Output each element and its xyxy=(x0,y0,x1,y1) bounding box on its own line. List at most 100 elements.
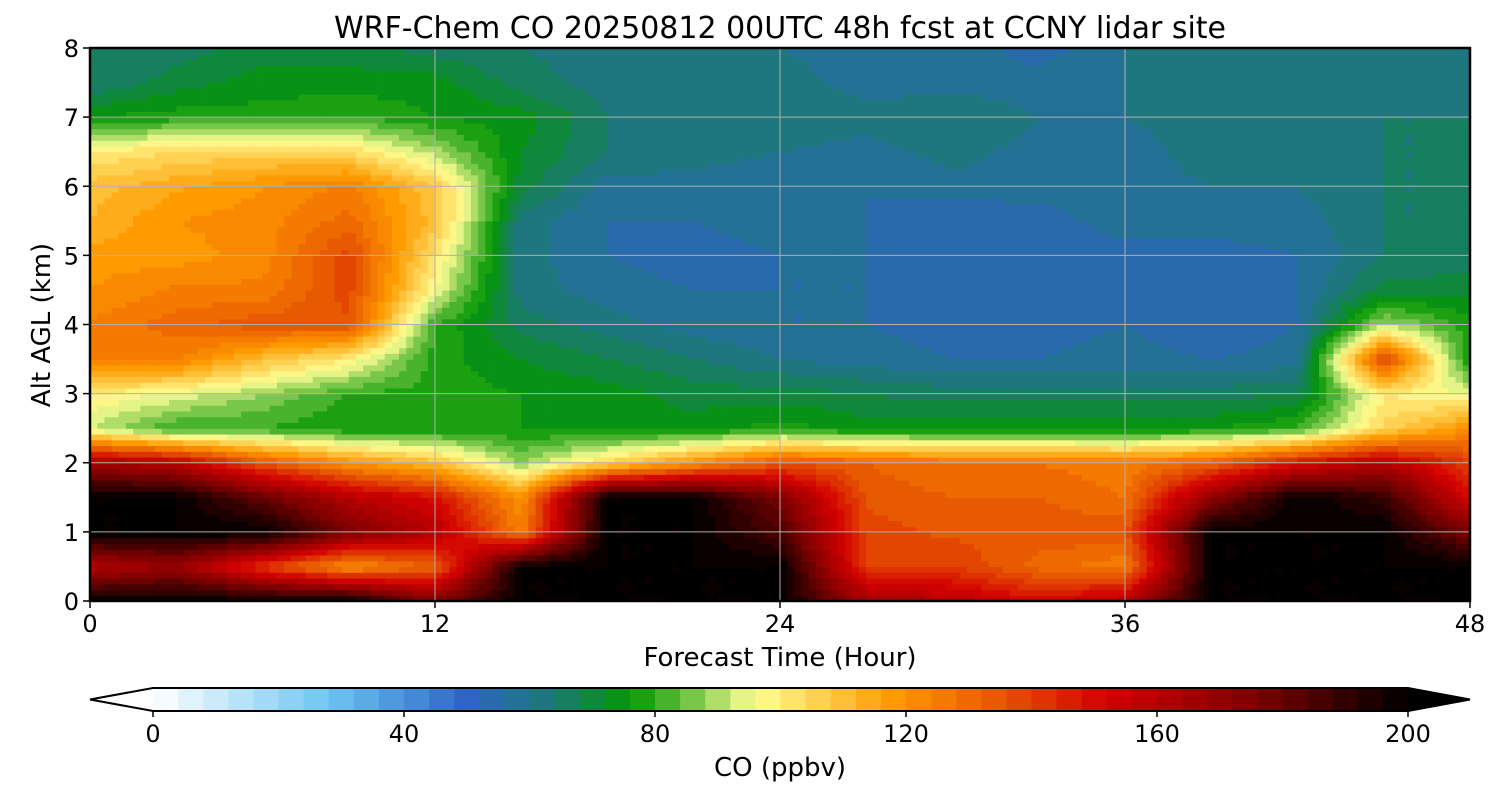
heatmap-cell xyxy=(176,537,185,544)
heatmap-cell xyxy=(499,543,508,550)
heatmap-cell xyxy=(1189,451,1198,458)
heatmap-cell xyxy=(183,549,192,556)
heatmap-cell xyxy=(312,514,321,521)
heatmap-cell xyxy=(621,451,630,458)
heatmap-cell xyxy=(1081,480,1090,487)
heatmap-cell xyxy=(722,485,731,493)
heatmap-cell xyxy=(219,485,228,493)
heatmap-cell xyxy=(550,543,558,550)
heatmap-cell xyxy=(887,480,896,487)
heatmap-cell xyxy=(794,508,803,516)
heatmap-cell xyxy=(693,577,702,585)
heatmap-cell xyxy=(1311,451,1320,458)
heatmap-cell xyxy=(183,485,192,493)
heatmap-cell xyxy=(528,577,537,585)
heatmap-cell xyxy=(327,503,335,510)
heatmap-cell xyxy=(1247,572,1255,579)
heatmap-cell xyxy=(844,531,853,539)
heatmap-cell xyxy=(528,583,537,591)
heatmap-cell xyxy=(521,468,530,475)
heatmap-cell xyxy=(1182,520,1191,527)
heatmap-cell xyxy=(348,572,357,579)
heatmap-cell xyxy=(729,480,738,487)
heatmap-cell xyxy=(866,577,875,585)
heatmap-cell xyxy=(1383,508,1392,516)
heatmap-cell xyxy=(90,445,98,452)
heatmap-cell xyxy=(305,526,314,533)
heatmap-cell xyxy=(1261,526,1270,533)
heatmap-cell xyxy=(1182,572,1191,579)
heatmap-cell xyxy=(629,508,637,516)
heatmap-cell xyxy=(355,508,364,516)
heatmap-cell xyxy=(657,537,666,544)
heatmap-cell xyxy=(995,520,1004,527)
heatmap-cell xyxy=(1125,456,1133,464)
heatmap-cell xyxy=(1240,456,1248,464)
heatmap-cell xyxy=(363,543,371,550)
heatmap-cell xyxy=(1196,480,1205,487)
heatmap-cell xyxy=(370,468,379,475)
heatmap-cell xyxy=(1455,577,1464,585)
heatmap-cell xyxy=(1125,531,1133,539)
heatmap-cell xyxy=(1247,595,1255,601)
heatmap-cell xyxy=(97,560,105,568)
heatmap-cell xyxy=(276,543,285,550)
heatmap-cell xyxy=(830,497,839,504)
heatmap-cell xyxy=(571,491,580,498)
heatmap-cell xyxy=(542,549,551,556)
heatmap-cell xyxy=(1031,497,1040,504)
heatmap-cell xyxy=(125,589,134,596)
heatmap-cell xyxy=(183,589,192,596)
heatmap-cell xyxy=(830,572,839,579)
heatmap-cell xyxy=(420,531,429,539)
heatmap-cell xyxy=(1110,474,1119,481)
heatmap-cell xyxy=(391,560,400,568)
heatmap-cell xyxy=(363,572,371,579)
heatmap-cell xyxy=(880,526,889,533)
heatmap-cell xyxy=(988,543,997,550)
heatmap-cell xyxy=(1218,549,1227,556)
heatmap-cell xyxy=(1405,520,1414,527)
heatmap-cell xyxy=(90,577,98,585)
heatmap-cell xyxy=(1340,451,1349,458)
heatmap-cell xyxy=(959,468,968,475)
heatmap-cell xyxy=(1002,462,1011,470)
heatmap-cell xyxy=(427,474,436,481)
heatmap-cell xyxy=(542,468,551,475)
heatmap-cell xyxy=(1211,462,1220,470)
heatmap-cell xyxy=(1225,589,1234,596)
heatmap-cell xyxy=(578,531,587,539)
heatmap-cell xyxy=(873,520,882,527)
heatmap-cell xyxy=(621,508,630,516)
heatmap-cell xyxy=(370,497,379,504)
heatmap-cell xyxy=(133,537,141,544)
heatmap-cell xyxy=(1441,554,1450,562)
heatmap-cell xyxy=(902,589,910,596)
heatmap-cell xyxy=(1182,497,1191,504)
heatmap-cell xyxy=(1390,468,1399,475)
heatmap-cell xyxy=(125,560,134,568)
heatmap-cell xyxy=(147,451,156,458)
heatmap-cell xyxy=(1268,514,1277,521)
heatmap-cell xyxy=(1426,456,1435,464)
heatmap-cell xyxy=(1160,572,1169,579)
heatmap-cell xyxy=(413,485,422,493)
heatmap-cell xyxy=(930,503,939,510)
heatmap-cell xyxy=(643,554,652,562)
heatmap-cell xyxy=(248,491,256,498)
heatmap-cell xyxy=(1125,543,1133,550)
heatmap-cell xyxy=(995,595,1004,601)
heatmap-cell xyxy=(851,537,860,544)
heatmap-cell xyxy=(334,560,343,568)
heatmap-cell xyxy=(693,537,702,544)
heatmap-cell xyxy=(1010,520,1018,527)
heatmap-cell xyxy=(715,456,724,464)
heatmap-cell xyxy=(995,583,1004,591)
heatmap-cell xyxy=(650,549,659,556)
heatmap-cell xyxy=(550,572,558,579)
heatmap-cell xyxy=(154,543,163,550)
heatmap-cell xyxy=(700,566,709,573)
heatmap-cell xyxy=(1175,583,1184,591)
heatmap-cell xyxy=(830,480,839,487)
heatmap-cell xyxy=(233,485,242,493)
